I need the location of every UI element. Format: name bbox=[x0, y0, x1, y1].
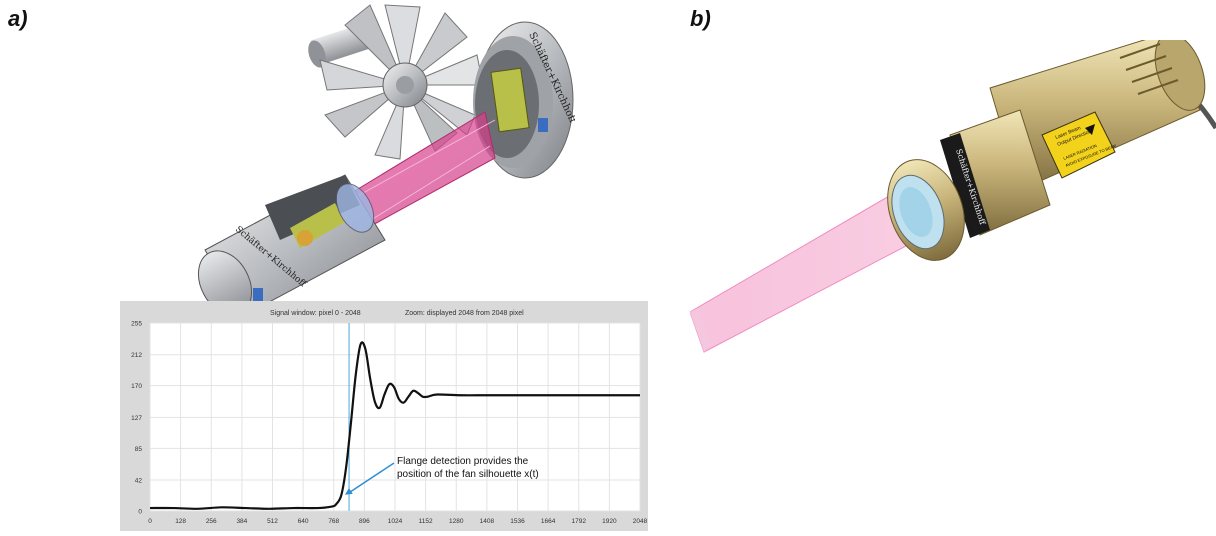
annotation-line2: position of the fan silhouette x(t) bbox=[397, 469, 539, 480]
x-tick-label: 896 bbox=[359, 518, 370, 525]
signal-chart-panel: Signal window: pixel 0 - 2048 Zoom: disp… bbox=[120, 301, 648, 531]
x-tick-label: 1920 bbox=[602, 518, 617, 525]
fan-camera-illustration: Schäfter+Kirchhoff Schäfter+Kirchhoff bbox=[197, 4, 575, 316]
x-tick-label: 1408 bbox=[480, 518, 495, 525]
y-tick-label: 42 bbox=[135, 478, 143, 485]
annotation-arrowhead bbox=[344, 488, 353, 495]
panel-label-b: b) bbox=[690, 6, 711, 31]
x-tick-label: 1280 bbox=[449, 518, 464, 525]
x-tick-label: 1664 bbox=[541, 518, 556, 525]
flange-disk: Schäfter+Kirchhoff bbox=[473, 21, 575, 179]
annotation-arrow bbox=[348, 462, 395, 494]
laser-housing: Laser Beam Output Direction LASER RADIAT… bbox=[887, 40, 1206, 261]
x-tick-label: 1152 bbox=[419, 518, 433, 525]
fan-blades bbox=[319, 4, 484, 160]
x-tick-label: 512 bbox=[267, 518, 278, 525]
line-scan-camera: Schäfter+Kirchhoff bbox=[197, 174, 386, 316]
y-tick-label: 85 bbox=[135, 446, 143, 453]
x-tick-label: 1536 bbox=[510, 518, 525, 525]
chart-header-left: Signal window: pixel 0 - 2048 bbox=[270, 310, 361, 317]
x-tick-label: 768 bbox=[328, 518, 339, 525]
annotation-line1: Flange detection provides the bbox=[397, 456, 529, 467]
x-tick-label: 640 bbox=[298, 518, 309, 525]
y-tick-label: 212 bbox=[131, 352, 142, 359]
x-tick-label: 128 bbox=[175, 518, 186, 525]
y-tick-label: 127 bbox=[131, 415, 142, 422]
signal-curve bbox=[149, 341, 640, 510]
y-tick-label: 170 bbox=[131, 383, 142, 390]
chart-header-right: Zoom: displayed 2048 from 2048 pixel bbox=[405, 310, 524, 317]
laser-module-illustration: Laser Beam Output Direction LASER RADIAT… bbox=[690, 40, 1216, 353]
cooling-slots bbox=[1119, 43, 1179, 95]
y-tick-label: 0 bbox=[138, 509, 142, 516]
x-tick-label: 1024 bbox=[388, 518, 403, 525]
x-tick-label: 384 bbox=[236, 518, 247, 525]
x-tick-label: 0 bbox=[148, 518, 152, 525]
panel-label-a: a) bbox=[8, 6, 28, 31]
x-tick-label: 2048 bbox=[633, 518, 648, 525]
x-tick-label: 1792 bbox=[572, 518, 587, 525]
y-tick-label: 255 bbox=[131, 321, 142, 328]
x-tick-label: 256 bbox=[206, 518, 217, 525]
